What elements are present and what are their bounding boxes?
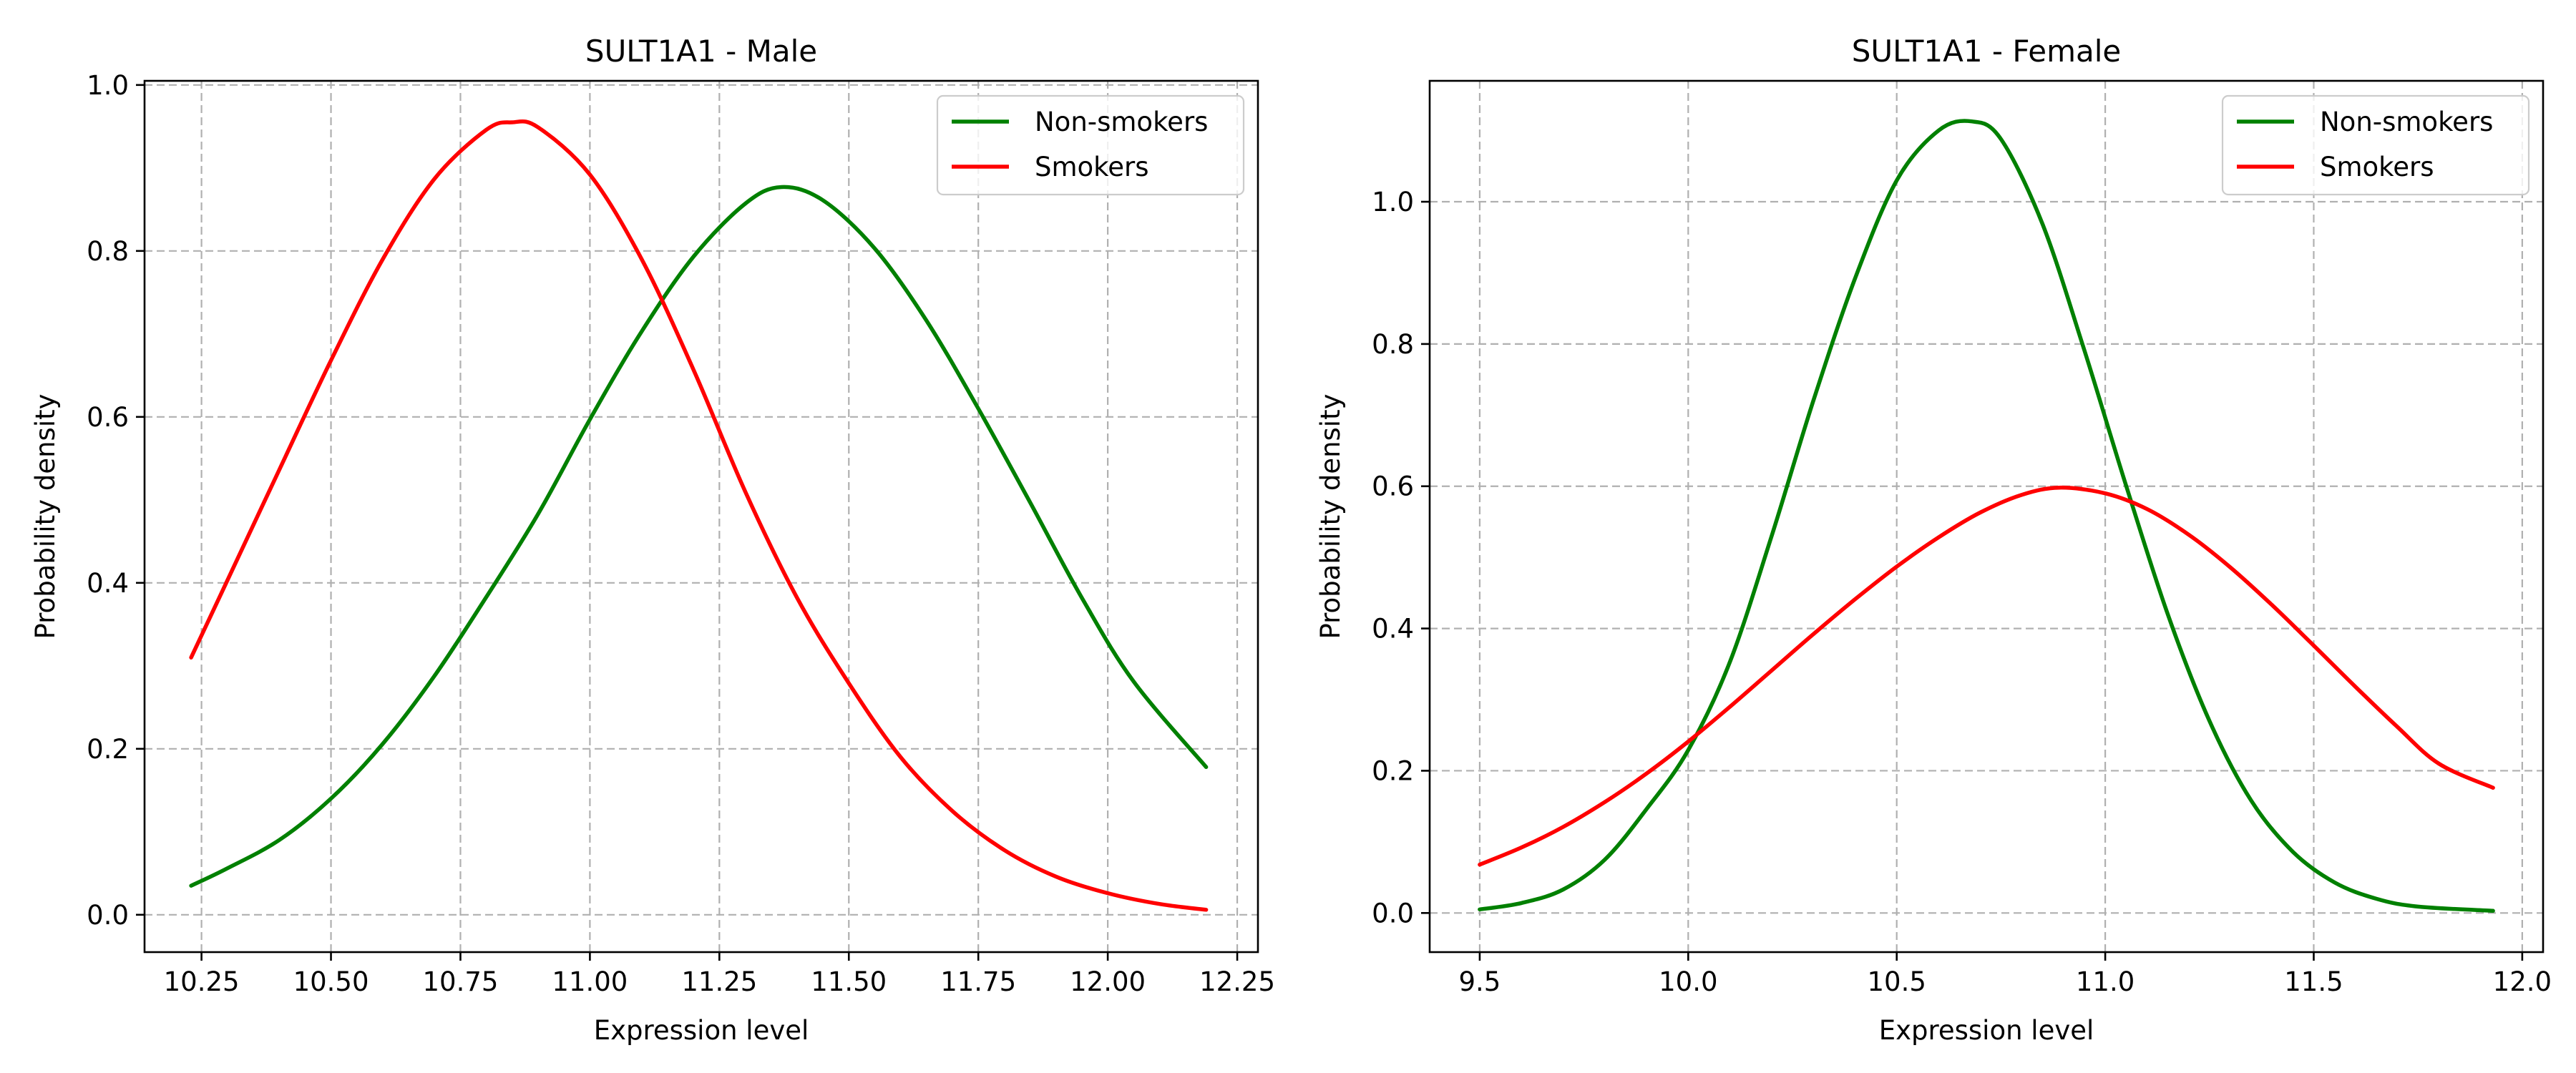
series-lines <box>1478 119 2495 913</box>
x-tick-label: 12.0 <box>2493 966 2552 997</box>
plot-frame <box>1428 79 2545 954</box>
y-tick-label: 1.0 <box>1372 187 1414 217</box>
y-tick-label: 0.2 <box>87 734 129 765</box>
x-axis-label: Expression level <box>594 1015 809 1046</box>
plot-frame <box>143 79 1259 954</box>
x-tick-label: 12.00 <box>1070 966 1146 997</box>
y-tick-label: 0.6 <box>1372 471 1414 502</box>
panel-male: 10.25 10.50 10.75 11.00 11.25 11.50 11.75 12.00… <box>30 34 1275 1046</box>
x-tick-label: 10.75 <box>423 966 499 997</box>
x-tick-label: 11.50 <box>811 966 887 997</box>
y-tick-label: 0.6 <box>87 402 129 433</box>
y-tick-label: 0.4 <box>1372 614 1414 645</box>
series-line-smokers <box>189 119 1209 912</box>
y-tick-label: 0.0 <box>87 900 129 931</box>
series-line-non-smokers <box>189 185 1209 888</box>
y-tick-label: 0.8 <box>1372 329 1414 360</box>
axis-ticks: 10.25 10.50 10.75 11.00 11.25 11.50 11.75 12.00… <box>87 70 1275 997</box>
legend-label-non-smokers: Non-smokers <box>1035 107 1208 137</box>
chart-title: SULT1A1 - Male <box>585 34 817 69</box>
x-tick-label: 10.25 <box>164 966 240 997</box>
x-tick-label: 10.5 <box>1868 966 1926 997</box>
legend-label-smokers: Smokers <box>1035 152 1149 182</box>
axis-ticks: 9.5 10.0 10.5 11.0 11.5 12.0 0.0 0.2 0.4 0.6 0.8 1.… <box>1372 187 2552 997</box>
y-tick-label: 0.8 <box>87 236 129 267</box>
y-tick-label: 0.4 <box>87 568 129 599</box>
x-tick-label: 11.0 <box>2076 966 2135 997</box>
x-tick-label: 10.50 <box>293 966 369 997</box>
x-tick-label: 11.25 <box>681 966 757 997</box>
legend-label-non-smokers: Non-smokers <box>2320 107 2493 137</box>
x-axis-label: Expression level <box>1879 1015 2094 1046</box>
legend-label-smokers: Smokers <box>2320 152 2434 182</box>
x-tick-label: 11.00 <box>552 966 628 997</box>
grid <box>1430 81 2543 952</box>
series-line-smokers <box>1478 485 2495 867</box>
panel-female: 9.5 10.0 10.5 11.0 11.5 12.0 0.0 0.2 0.4 0.6 0.8 1.… <box>1315 34 2552 1046</box>
x-tick-label: 11.75 <box>940 966 1016 997</box>
y-tick-label: 1.0 <box>87 70 129 101</box>
legend-box <box>936 94 1245 196</box>
y-axis-label: Probability density <box>30 393 61 639</box>
legend: Non-smokers Smokers <box>936 94 1245 196</box>
chart-title: SULT1A1 - Female <box>1852 34 2122 69</box>
series-line-non-smokers <box>1478 119 2495 913</box>
y-axis-label: Probability density <box>1315 393 1346 639</box>
x-tick-label: 9.5 <box>1459 966 1501 997</box>
x-tick-label: 12.25 <box>1199 966 1275 997</box>
x-tick-label: 10.0 <box>1659 966 1717 997</box>
y-tick-label: 0.0 <box>1372 898 1414 929</box>
y-tick-label: 0.2 <box>1372 755 1414 786</box>
x-tick-label: 11.5 <box>2284 966 2343 997</box>
legend-box <box>2221 94 2530 196</box>
grid <box>145 81 1258 952</box>
legend: Non-smokers Smokers <box>2221 94 2530 196</box>
series-lines <box>189 119 1209 912</box>
